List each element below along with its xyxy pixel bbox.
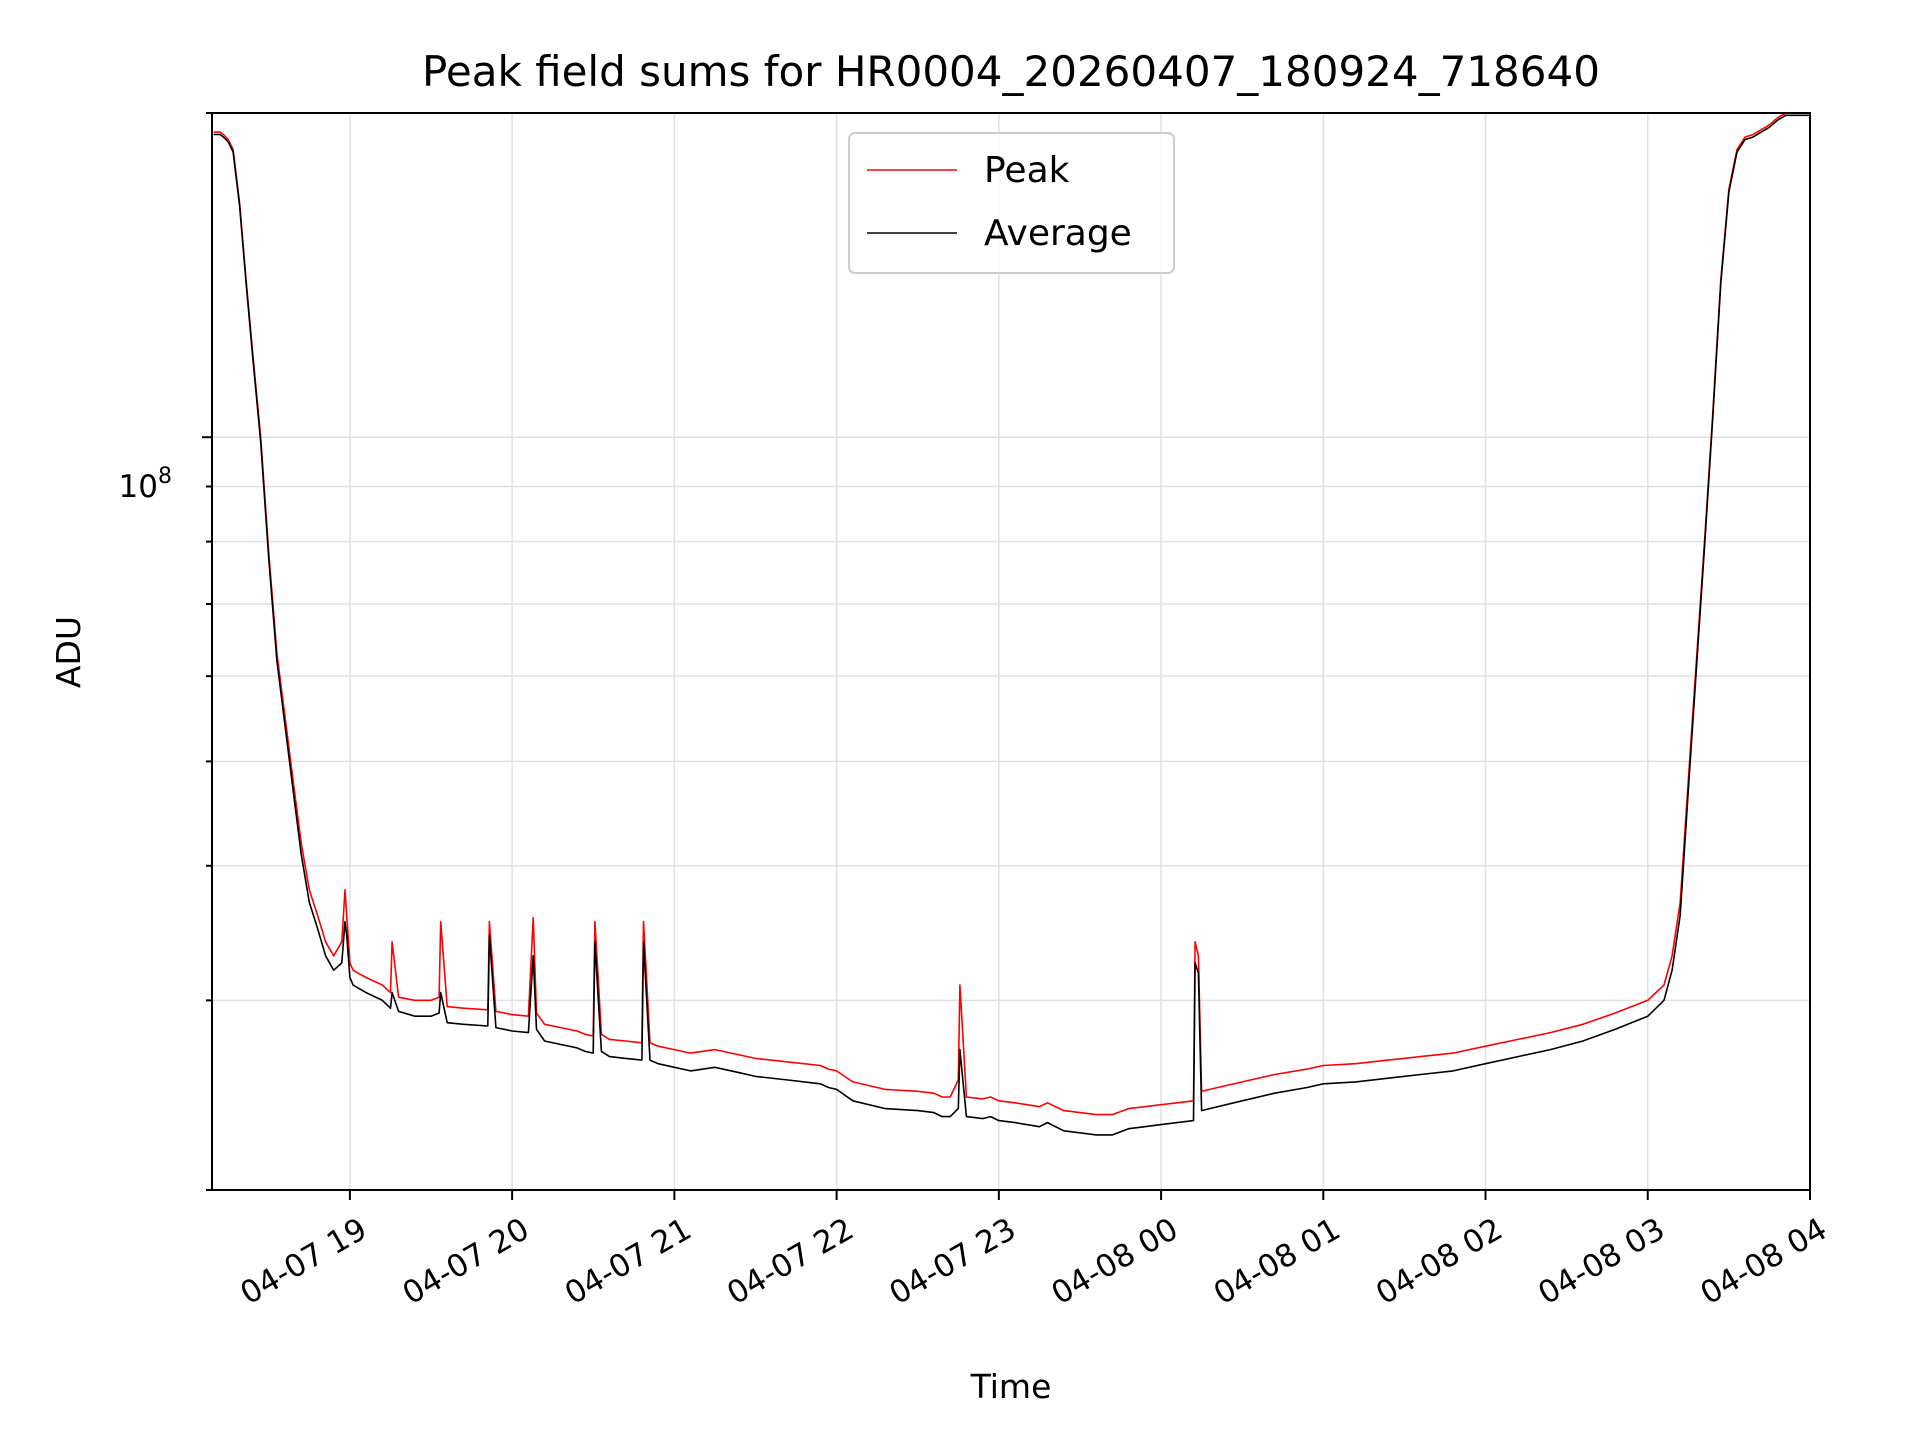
legend: Peak Average	[848, 132, 1175, 274]
legend-average-label: Average	[984, 213, 1132, 254]
x-axis-label: Time	[970, 1367, 1052, 1406]
series-line-average	[213, 114, 1810, 1136]
legend-peak-label: Peak	[984, 150, 1070, 191]
y-major-tick-label: 108	[119, 464, 172, 505]
series-layer	[213, 113, 1810, 1136]
y-axis-label: ADU	[49, 616, 88, 688]
plot-frame	[211, 112, 1811, 1191]
chart-title: Peak field sums for HR0004_20260407_1809…	[422, 47, 1600, 96]
y-axis-ticks	[202, 112, 212, 1191]
legend-box	[848, 132, 1175, 274]
series-line-peak	[213, 113, 1810, 1116]
